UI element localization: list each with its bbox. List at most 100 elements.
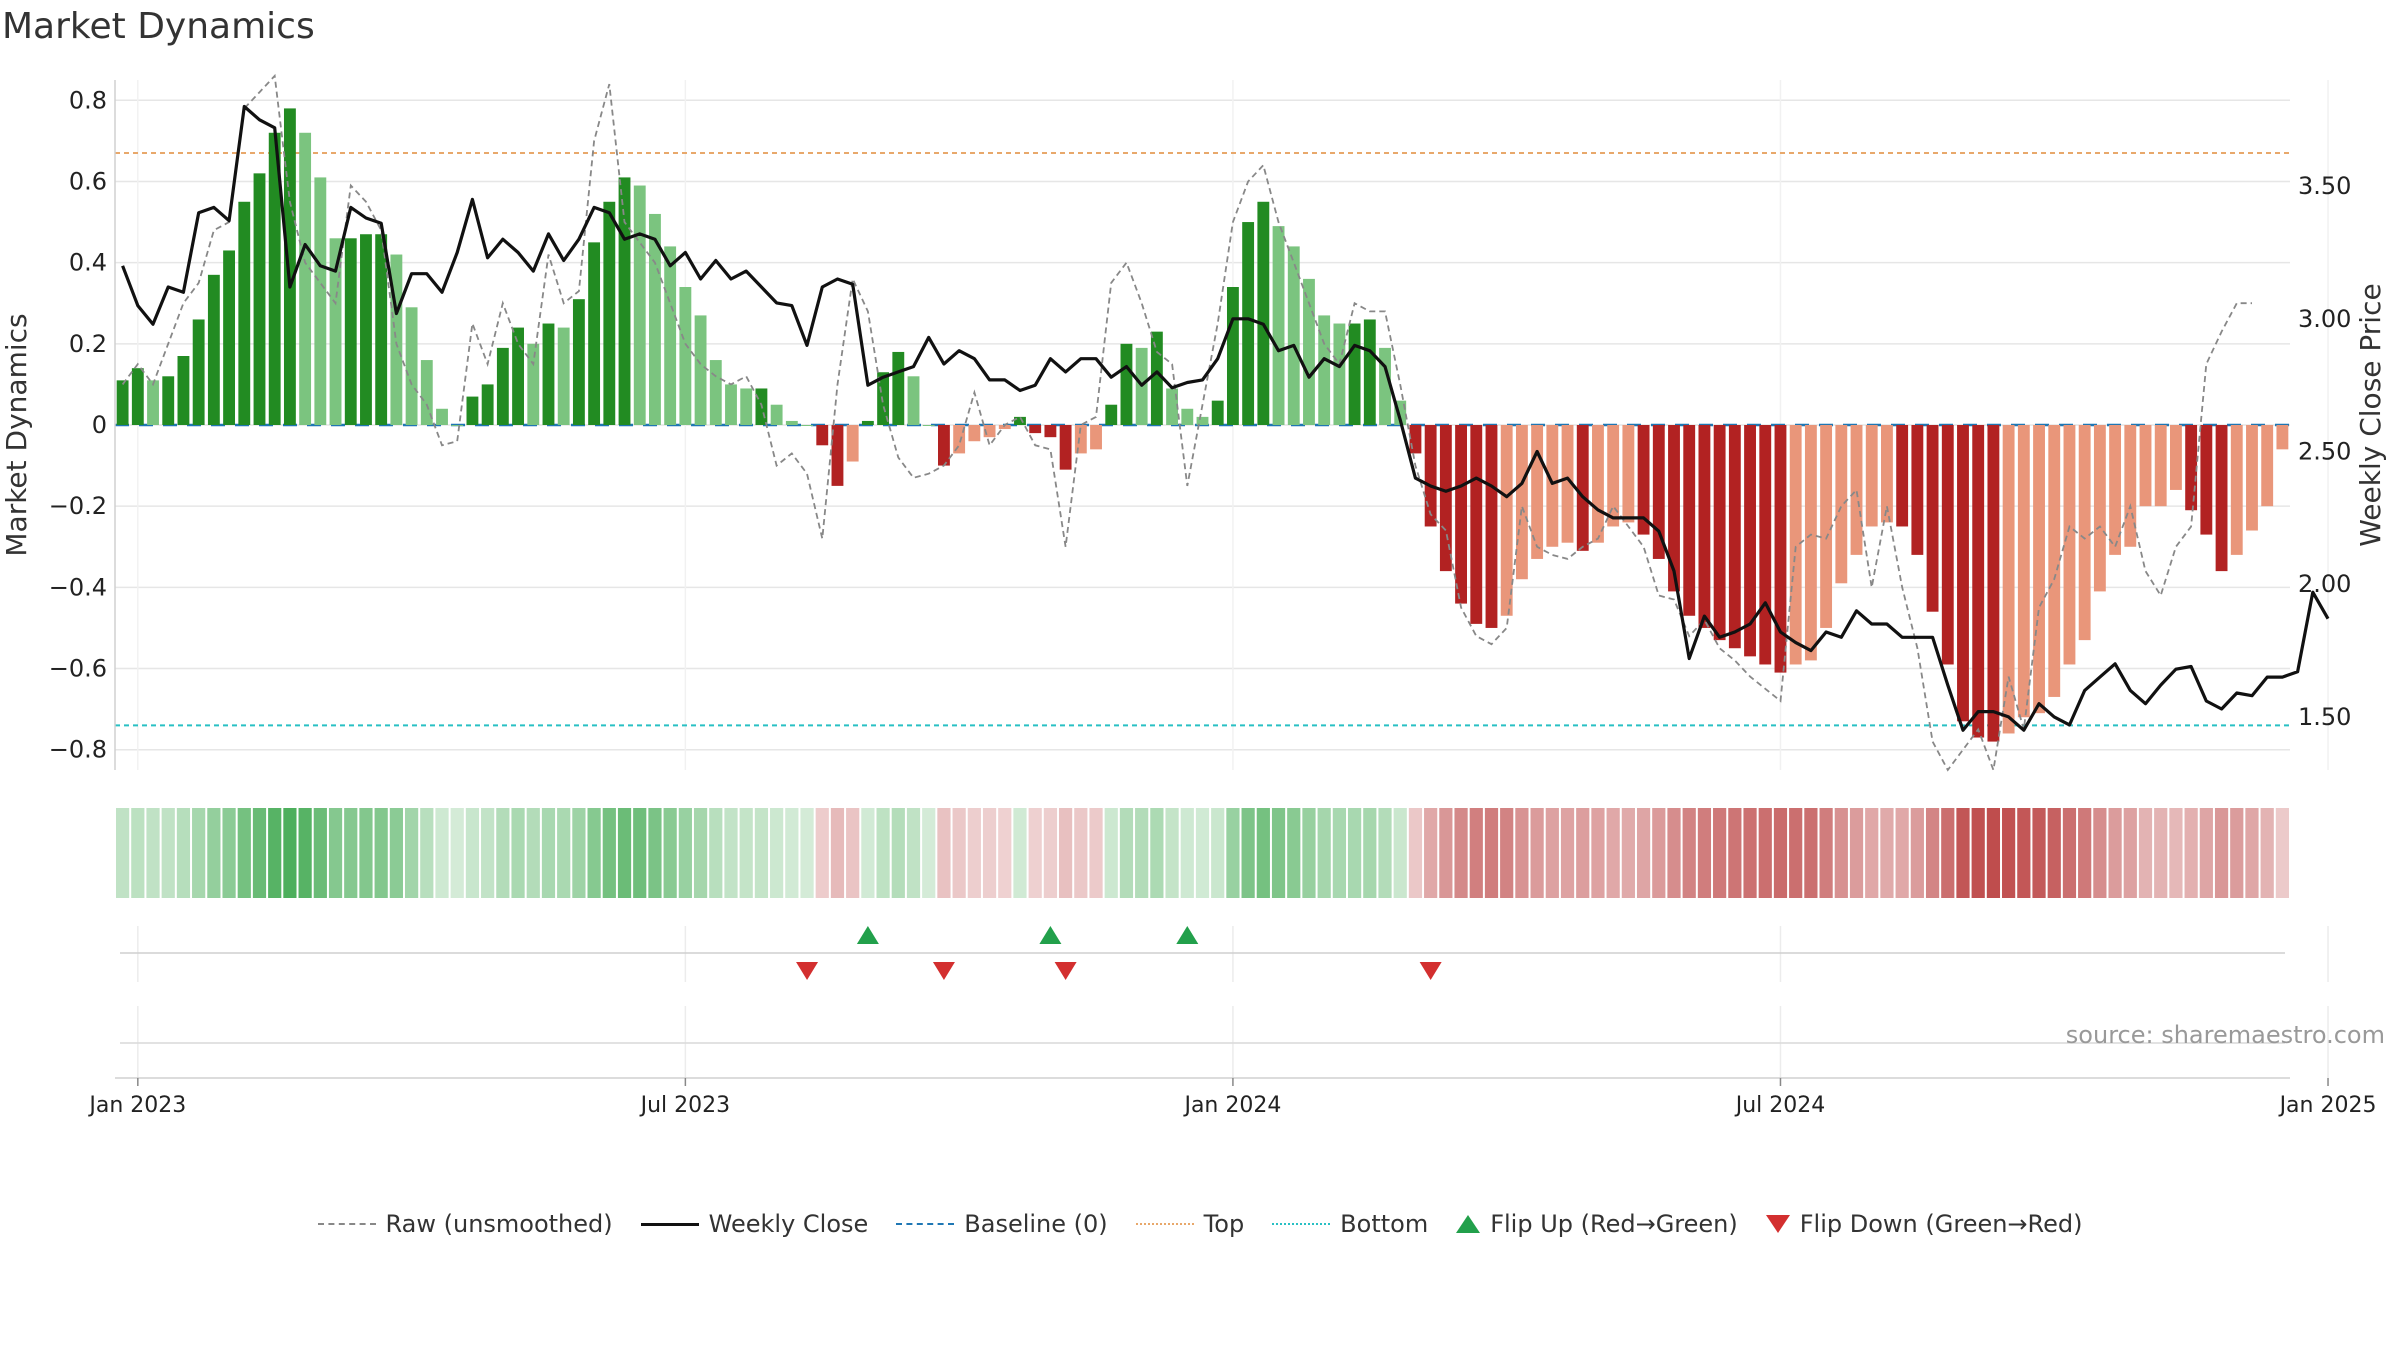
triangle-up-icon [1456,1215,1481,1233]
heat-cell [952,808,966,898]
momentum-bar [953,425,966,454]
momentum-bar [1957,425,1969,722]
heat-cell [1439,808,1453,898]
heat-cell [344,808,358,898]
momentum-bar [2276,425,2289,450]
momentum-bar [557,327,570,425]
heat-cell [617,808,632,898]
heat-cell [1895,808,1909,898]
momentum-bar [1592,425,1604,543]
legend-label: Raw (unsmoothed) [385,1210,613,1238]
heat-cell [1135,808,1149,898]
momentum-bar [1789,425,1802,665]
heat-cell [131,808,145,898]
heat-cell [693,808,708,898]
heat-cell [2062,808,2077,898]
momentum-bar [664,246,677,425]
heat-cell [1211,808,1225,898]
weekly-close-line [121,104,2330,732]
heat-cell [998,808,1012,898]
heat-cell [1500,808,1514,898]
y2-tick-label: 3.00 [2298,305,2351,333]
heat-cell [1530,808,1544,898]
flip-markers-panel [120,926,2329,982]
heat-cell [1271,808,1286,898]
y-tick-label: 0 [92,411,107,439]
heat-cell [2245,808,2259,898]
heat-cell [1150,808,1164,898]
heat-cell [1408,808,1423,898]
heat-cell [1758,808,1772,898]
heat-cell [1652,808,1666,898]
heat-cell [1667,808,1681,898]
momentum-bar [1713,425,1726,641]
heat-cell [1469,808,1483,898]
momentum-bar [877,372,890,425]
heat-cell [1347,808,1362,898]
heat-cell [846,808,860,898]
heat-cell [116,808,130,898]
legend-swatch [640,1222,699,1226]
heat-cell [313,808,327,898]
momentum-bar [1272,226,1285,425]
heat-cell [1287,808,1301,898]
momentum-bar [131,368,144,425]
momentum-bar [1409,425,1422,454]
momentum-bar [1166,388,1179,425]
momentum-bar [801,425,813,426]
momentum-bar [1759,425,1772,665]
y-axis-label: Market Dynamics [0,313,33,556]
heat-cell [1226,808,1240,898]
legend-swatch [896,1223,955,1225]
heat-cell [1849,808,1864,898]
momentum-bar [1059,425,1072,470]
heat-cell [146,808,160,898]
heat-cell [252,808,267,898]
y-tick-label: 0.2 [69,330,107,358]
momentum-bar [405,307,418,425]
momentum-bar [1987,425,2000,742]
momentum-bar [1835,425,1848,584]
heat-cell [982,808,997,898]
heat-cell [161,808,175,898]
heat-cell [511,808,525,898]
legend-item: Flip Up (Red→Green) [1456,1210,1738,1238]
heat-cell [587,808,601,898]
heat-cell [1697,808,1712,898]
heat-cell [1880,808,1894,898]
momentum-bar [1181,408,1194,425]
momentum-bar [1074,425,1087,454]
heat-cell [830,808,845,898]
momentum-bar [1865,425,1878,527]
y2-tick-label: 2.00 [2298,570,2351,598]
heat-cell [1560,808,1575,898]
momentum-bar [1576,425,1589,551]
momentum-bar [147,380,159,425]
momentum-bar [1896,425,1909,527]
heat-cell [496,808,510,898]
momentum-bar [1105,404,1118,425]
heat-cell [237,808,251,898]
heat-cell [1484,808,1499,898]
momentum-bar [2169,425,2182,490]
momentum-bar [299,132,312,425]
raw-unsmoothed-line [121,73,2252,774]
momentum-bar [1515,425,1528,580]
momentum-bar [2093,425,2106,592]
momentum-bar [1941,425,1954,665]
momentum-bar [2261,425,2274,507]
x-tick-label: Jul 2023 [639,1093,731,1118]
momentum-bar [770,404,783,425]
axes: 0.8 0.6 0.4 0.2 0 −0.2 −0.4 −0.6 −0.8 3.50 3.00 2.5… [0,80,2387,770]
heat-cell [481,808,495,898]
heat-cell [1576,808,1590,898]
heat-cell [709,808,723,898]
legend-label: Bottom [1340,1210,1429,1238]
momentum-bar [892,351,905,425]
momentum-bar [1150,331,1163,425]
legend-label: Top [1203,1210,1245,1238]
momentum-bar [2078,425,2091,641]
momentum-bar [451,425,464,426]
momentum-bar [1303,278,1315,425]
momentum-bar [1531,425,1544,559]
